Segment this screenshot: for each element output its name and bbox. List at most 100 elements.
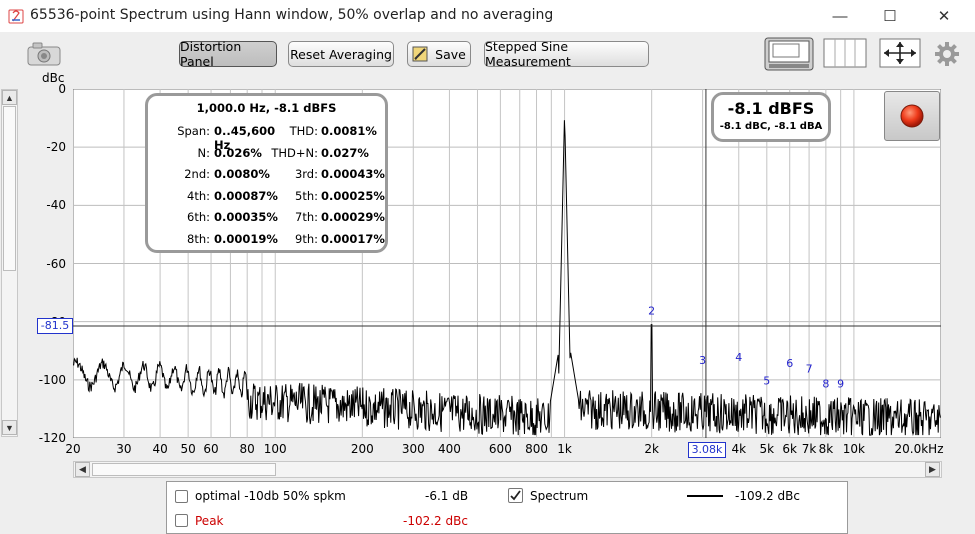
info-v1: 0.026% [214,145,262,160]
y-tick-label: -20 [46,140,66,155]
minimize-button[interactable]: — [820,4,860,28]
info-l1: N: [197,145,210,160]
scroll-left-icon[interactable]: ◀ [75,462,90,477]
maximize-button[interactable]: ☐ [870,4,910,28]
scroll-up-icon[interactable]: ▲ [2,90,17,105]
axis-panel-right [941,76,975,446]
info-header: 1,000.0 Hz, -8.1 dBFS [196,101,337,115]
harmonic-label: 7 [806,363,813,376]
x-tick-label: 7k [801,442,817,456]
info-v2: 0.00043% [321,167,385,181]
harmonic-label: 2 [648,305,655,318]
save-button[interactable]: Save [407,41,471,67]
x-tick-label: 2k [644,442,659,456]
info-l2: THD+N: [271,145,318,160]
level-readout: -8.1 dBFS -8.1 dBC, -8.1 dBA [711,92,831,142]
info-l2: 3rd: [294,167,318,181]
close-button[interactable]: ✕ [924,4,964,28]
distortion-info-panel: 1,000.0 Hz, -8.1 dBFS Span: 0..45,600 Hz T… [145,93,388,253]
peak-label: Peak [195,514,224,528]
distortion-panel-button[interactable]: Distortion Panel [179,39,277,69]
info-l1: 4th: [187,188,210,203]
minimize-icon: — [832,7,848,25]
x-cursor-label[interactable]: 3.08k [688,442,726,458]
x-tick-label: 100 [263,442,287,456]
title-bar [0,0,975,32]
info-l1: Span: [177,124,210,138]
x-tick-label: 50 [180,442,196,456]
reset-averaging-label: Reset Averaging [290,46,392,62]
x-tick-label: 5k [759,442,775,456]
harmonic-label: 8 [822,377,829,390]
info-v2: 0.0081% [321,124,377,138]
peak-value: -102.2 dBc [403,514,468,528]
scroll-down-icon[interactable]: ▼ [2,420,17,435]
y-tick-label: -40 [46,198,66,213]
y-axis-unit: dBc [42,71,65,85]
harmonic-label: 6 [786,357,793,370]
y-tick-label: -60 [46,256,66,271]
x-tick-label: 30 [116,442,132,456]
harmonic-label: 4 [735,351,742,364]
horizontal-scroll-thumb[interactable] [92,463,276,476]
x-tick-label: 40 [152,442,168,456]
maximize-icon: ☐ [883,8,897,25]
x-tick-label: 200 [350,442,374,456]
level-main: -8.1 dBFS [727,99,815,118]
info-v2: 0.027% [321,145,369,160]
x-tick-label: 4k [731,442,747,456]
panel-background [0,76,975,89]
spectrum-checkbox[interactable] [508,488,523,503]
record-button[interactable] [884,91,940,141]
x-tick-label: 600 [488,442,512,456]
expand-arrows-icon[interactable] [879,38,921,68]
info-l2: 7th: [295,210,318,224]
record-icon [900,104,924,128]
info-v1: 0.0080% [214,167,270,181]
x-tick-label: 20 [65,442,81,456]
save-icon [412,46,428,62]
layout-columns-icon[interactable] [823,38,867,68]
optimal-value: -6.1 dB [425,489,469,503]
scroll-right-icon[interactable]: ▶ [925,462,940,477]
layout-graph-icon[interactable] [764,37,814,71]
info-v1: 0.00019% [214,231,278,246]
optimal-checkbox[interactable] [175,490,188,503]
distortion-panel-label: Distortion Panel [180,39,242,69]
spectrum-value: -109.2 dBc [735,489,800,503]
harmonic-label: 9 [837,377,844,390]
x-tick-label: 60 [203,442,219,456]
x-tick-label: 6k [782,442,797,456]
y-tick-label: 0 [58,82,66,96]
info-v2: 0.00017% [321,231,385,246]
info-l2: 9th: [295,231,318,246]
app-icon [8,9,24,24]
vertical-scroll-thumb[interactable] [3,106,16,271]
info-v1: 0.00087% [214,188,278,203]
stepped-sine-button[interactable]: Stepped Sine Measurement [484,39,649,69]
gear-icon[interactable] [934,41,960,67]
checkmark-icon [510,490,521,501]
info-v2: 0.00025% [321,188,385,203]
peak-checkbox[interactable] [175,514,188,527]
spectrum-label: Spectrum [530,489,589,503]
x-tick-label: 1k [557,442,572,456]
close-icon: ✕ [937,8,951,25]
y-cursor-label[interactable]: -81.5 [37,318,73,334]
x-tick-label: 400 [437,442,461,456]
x-tick-label: 300 [401,442,425,456]
optimal-label: optimal -10db 50% spkm [195,489,346,503]
reset-averaging-button[interactable]: Reset Averaging [288,41,394,67]
info-v2: 0.00029% [321,210,385,224]
camera-icon[interactable] [27,42,61,66]
save-label: Save [435,46,466,62]
x-tick-label: 800 [525,442,548,456]
info-v1: 0..45,600 Hz [214,124,276,152]
stepped-sine-label: Stepped Sine Measurement [485,39,571,69]
legend-panel: optimal -10db 50% spkm -6.1 dB Spectrum … [166,481,848,534]
x-tick-label: 80 [239,442,255,456]
horizontal-scrollbar[interactable] [73,461,942,478]
info-l2: 5th: [295,188,318,203]
x-tick-label: 20.0kHz [894,442,944,456]
info-l2: THD: [289,124,318,138]
